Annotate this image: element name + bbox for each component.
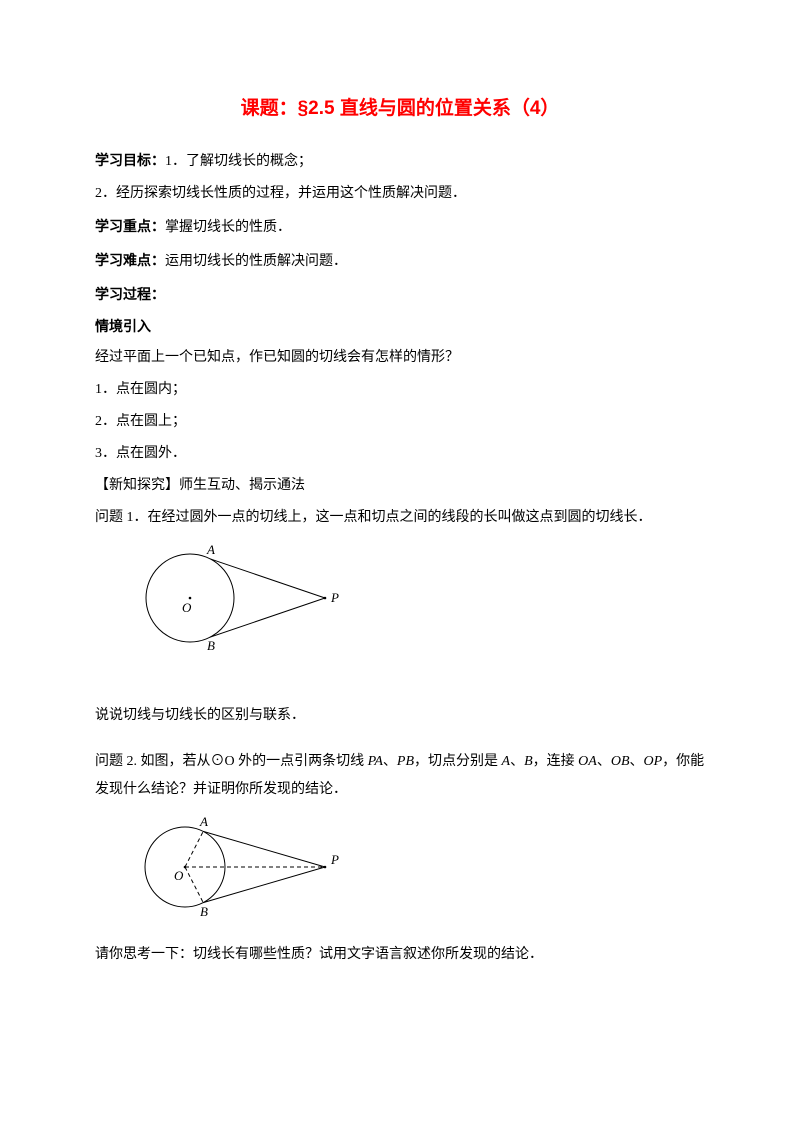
p2-sep4: 、 (630, 754, 644, 769)
discuss-1: 说说切线与切线长的区别与联系． (95, 702, 705, 730)
problem-2: 问题 2. 如图，若从⊙O 外的一点引两条切线 PA、PB，切点分别是 A、B，… (95, 748, 705, 804)
learning-goal: 学习目标：1．了解切线长的概念； (95, 146, 705, 176)
p2-oa: OA (578, 754, 597, 769)
goal-text-2: 2．经历探索切线长性质的过程，并运用这个性质解决问题． (95, 180, 705, 208)
document-page: 课题：§2.5 直线与圆的位置关系（4） 学习目标：1．了解切线长的概念； 2．… (0, 0, 800, 1132)
label-process: 学习过程： (95, 280, 705, 308)
case-3: 3．点在圆外． (95, 440, 705, 468)
p2-pb: PB (397, 754, 414, 769)
p2-a: A (502, 754, 511, 769)
lesson-title: 课题：§2.5 直线与圆的位置关系（4） (95, 90, 705, 128)
case-1: 1．点在圆内； (95, 376, 705, 404)
learning-focus: 学习重点：掌握切线长的性质． (95, 212, 705, 242)
fig1-label-b: B (207, 638, 215, 653)
p2-ob: OB (611, 754, 630, 769)
intro-question: 经过平面上一个已知点，作已知圆的切线会有怎样的情形？ (95, 344, 705, 372)
think-prompt: 请你思考一下：切线长有哪些性质？试用文字语言叙述你所发现的结论． (95, 941, 705, 969)
fig2-label-p: P (330, 852, 339, 867)
fig2-label-a: A (199, 814, 208, 829)
spacer (95, 734, 705, 748)
fig1-label-o: O (182, 600, 192, 615)
p2-sep2: 、 (510, 754, 524, 769)
section-explore: 【新知探究】师生互动、揭示通法 (95, 472, 705, 500)
fig1-label-a: A (206, 542, 215, 557)
section-intro: 情境引入 (95, 312, 705, 340)
figure-1: A B O P (135, 540, 705, 666)
p2-t2: ，切点分别是 (414, 754, 502, 769)
figure-2: A B O P (135, 812, 705, 933)
difficulty-text: 运用切线长的性质解决问题． (165, 254, 347, 269)
tangent-diagram-1-icon: A B O P (135, 540, 355, 655)
label-difficulty: 学习难点： (95, 252, 165, 268)
fig2-label-o: O (174, 868, 184, 883)
focus-text: 掌握切线长的性质． (165, 220, 291, 235)
p2-b: B (524, 754, 533, 769)
tangent-diagram-2-icon: A B O P (135, 812, 355, 922)
p2-pa: PA (368, 754, 383, 769)
fig1-label-p: P (330, 590, 339, 605)
label-goal: 学习目标： (95, 152, 165, 168)
p2-text: 问题 2. 如图，若从⊙O 外的一点引两条切线 (95, 754, 368, 769)
spacer (95, 674, 705, 702)
label-focus: 学习重点： (95, 218, 165, 234)
p2-op: OP (644, 754, 663, 769)
p2-t3: ，连接 (533, 754, 579, 769)
fig2-label-b: B (200, 904, 208, 919)
goal-text-1: 1．了解切线长的概念； (165, 154, 312, 169)
case-2: 2．点在圆上； (95, 408, 705, 436)
problem-1: 问题 1．在经过圆外一点的切线上，这一点和切点之间的线段的长叫做这点到圆的切线长… (95, 504, 705, 532)
p2-sep3: 、 (597, 754, 611, 769)
learning-difficulty: 学习难点：运用切线长的性质解决问题． (95, 246, 705, 276)
p2-sep1: 、 (383, 754, 397, 769)
